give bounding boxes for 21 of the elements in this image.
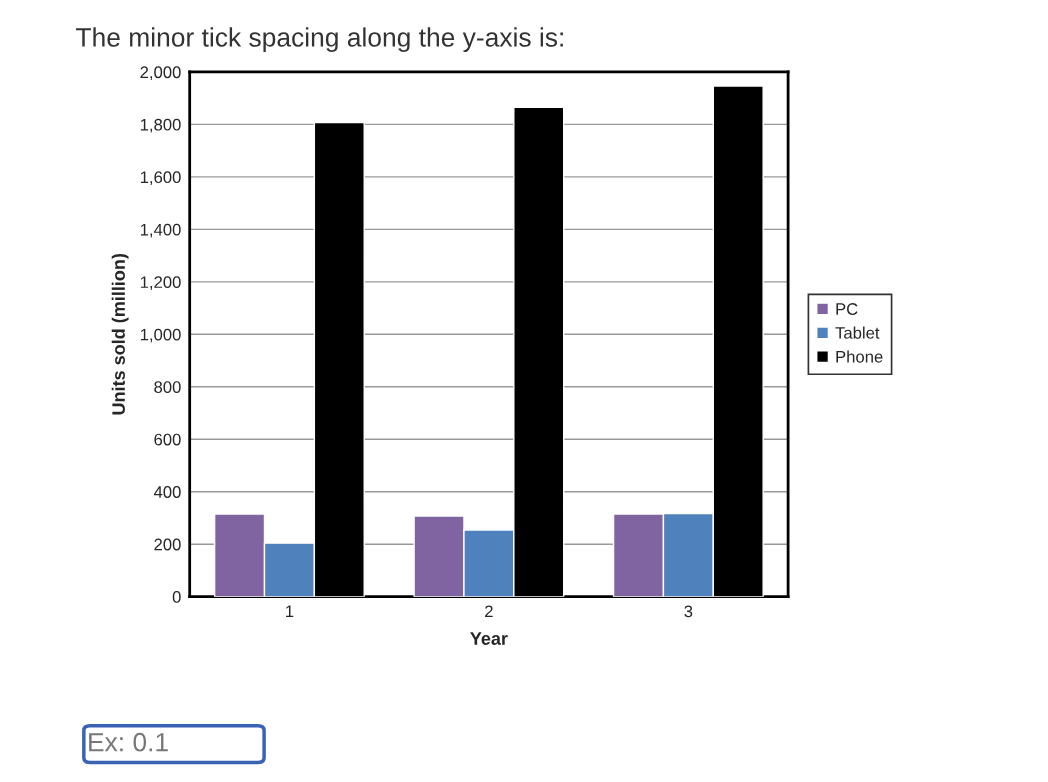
legend-label: Tablet bbox=[835, 326, 880, 339]
y-tick-label: 2,000 bbox=[140, 66, 181, 81]
chart-title: The minor tick spacing along the y-axis is: bbox=[76, 27, 563, 52]
y-axis-title: Units sold (million) bbox=[111, 253, 129, 415]
y-tick-label: 800 bbox=[154, 381, 181, 393]
y-tick-label: 200 bbox=[154, 538, 181, 551]
x-tick-label: 2 bbox=[485, 605, 493, 618]
text: Ex: 0.1 bbox=[89, 732, 168, 752]
y-tick-label: 400 bbox=[153, 486, 181, 498]
x-tick-label: 3 bbox=[684, 605, 693, 618]
legend-label: PC bbox=[836, 303, 858, 315]
y-tick-label: 0 bbox=[172, 591, 181, 603]
y-tick-label: 1,600 bbox=[140, 171, 181, 186]
y-tick-label: 1,800 bbox=[140, 118, 181, 133]
legend-label: Phone bbox=[836, 350, 883, 363]
y-tick-label: 1,200 bbox=[140, 276, 181, 290]
y-tick-label: 1,400 bbox=[140, 223, 181, 238]
y-tick-label: 1,000 bbox=[140, 328, 181, 343]
x-tick-label: 1 bbox=[286, 605, 294, 618]
x-axis-title: Year bbox=[470, 632, 508, 645]
y-tick-label: 600 bbox=[154, 433, 181, 446]
